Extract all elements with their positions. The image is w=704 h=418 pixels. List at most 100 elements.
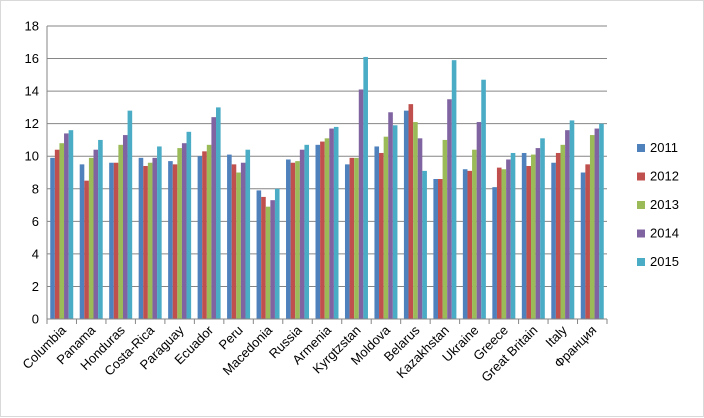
bar-2013-1 <box>88 157 94 319</box>
bar-2012-10 <box>349 157 355 319</box>
legend-label-2014: 2014 <box>650 226 679 241</box>
bar-2011-3 <box>138 157 144 319</box>
bar-2015-7 <box>274 188 280 319</box>
bar-2015-18 <box>599 123 604 319</box>
axes <box>46 26 608 324</box>
bar-2011-6 <box>227 154 232 319</box>
bar-2015-16 <box>540 138 545 319</box>
legend-swatch-2012 <box>637 172 645 181</box>
bar-2013-8 <box>295 161 300 319</box>
bar-2013-17 <box>560 144 566 319</box>
bar-2012-0 <box>54 149 60 319</box>
bar-2014-3 <box>152 157 158 319</box>
bar-2011-18 <box>580 172 586 319</box>
y-tick-label: 16 <box>25 51 39 66</box>
bar-2012-2 <box>113 162 119 319</box>
bar-2015-15 <box>510 152 516 319</box>
bar-2013-10 <box>354 157 359 319</box>
y-tick-label: 14 <box>25 84 39 99</box>
bar-2013-9 <box>324 138 330 319</box>
y-tick-label: 4 <box>32 246 39 261</box>
y-tick-label: 10 <box>25 149 39 164</box>
bar-2015-17 <box>569 120 575 319</box>
bar-2014-18 <box>594 128 600 319</box>
bar-2014-8 <box>299 149 305 319</box>
y-tick-label: 18 <box>25 19 39 34</box>
bar-2011-10 <box>344 164 350 319</box>
bar-2012-16 <box>526 165 532 319</box>
bar-2015-0 <box>68 130 74 319</box>
legend-label-2012: 2012 <box>650 169 679 184</box>
bar-2013-16 <box>531 154 536 319</box>
bar-2011-4 <box>168 161 173 319</box>
bar-2011-9 <box>315 144 321 319</box>
bar-2012-18 <box>585 164 590 319</box>
bar-2012-3 <box>143 165 148 319</box>
bar-2013-5 <box>206 144 212 319</box>
bar-2014-6 <box>240 162 246 319</box>
bar-2011-16 <box>521 152 527 319</box>
bar-2015-1 <box>98 139 103 319</box>
bar-2011-2 <box>109 162 114 319</box>
bar-2013-0 <box>59 143 65 319</box>
legend-swatch-2013 <box>637 201 645 209</box>
bar-2015-13 <box>451 60 457 320</box>
bar-2013-4 <box>177 148 182 319</box>
bar-2012-1 <box>84 180 89 319</box>
bar-2011-11 <box>374 146 380 319</box>
bar-2014-11 <box>388 112 393 320</box>
bar-2014-13 <box>447 99 452 319</box>
bar-2014-12 <box>417 138 423 319</box>
bar-2012-5 <box>202 151 207 319</box>
bar-2015-12 <box>422 170 427 319</box>
bar-2013-15 <box>501 169 507 319</box>
bar-2012-7 <box>261 196 266 319</box>
legend-swatch-2014 <box>637 229 645 238</box>
bar-2012-6 <box>231 164 237 319</box>
bar-2013-11 <box>383 136 389 319</box>
bar-2015-10 <box>363 56 368 320</box>
bar-2014-14 <box>476 122 482 319</box>
y-tick-label: 12 <box>25 116 39 131</box>
y-tick-label: 2 <box>32 279 39 294</box>
bar-2013-13 <box>442 139 448 319</box>
y-tick-label: 6 <box>32 214 39 229</box>
x-category-labels: ColumbiaPanamaHondurasCosta-RicaParaguay… <box>19 322 599 385</box>
bar-2011-13 <box>433 179 438 319</box>
bar-2014-5 <box>211 117 217 319</box>
bar-2014-4 <box>181 143 187 319</box>
bar-2015-11 <box>392 125 398 319</box>
bar-2012-13 <box>437 179 443 319</box>
bar-2014-17 <box>565 130 570 319</box>
bar-2014-0 <box>64 133 69 319</box>
legend-swatch-2011 <box>637 144 645 152</box>
bar-2012-14 <box>467 170 473 319</box>
bar-2013-3 <box>147 162 153 319</box>
bar-2013-12 <box>413 122 418 319</box>
bar-2015-3 <box>157 146 162 319</box>
bar-2012-12 <box>408 104 414 319</box>
legend-swatch-2015 <box>637 258 645 266</box>
legend-label-2013: 2013 <box>650 197 679 212</box>
bar-2013-2 <box>118 144 123 319</box>
bar-2012-11 <box>379 152 384 319</box>
bar-2014-2 <box>122 135 128 319</box>
bar-2013-14 <box>472 149 477 319</box>
bar-2014-9 <box>329 128 334 319</box>
bar-2015-14 <box>481 79 486 319</box>
bar-2012-4 <box>172 164 178 319</box>
legend-label-2011: 2011 <box>650 140 678 155</box>
bar-2014-1 <box>93 149 99 319</box>
bar-2011-17 <box>551 162 556 319</box>
bar-2011-15 <box>492 187 497 319</box>
bar-2014-10 <box>358 89 364 319</box>
bar-2014-7 <box>270 200 275 319</box>
bar-2014-15 <box>506 159 511 319</box>
bar-2012-8 <box>290 162 296 319</box>
bar-2013-6 <box>236 172 241 319</box>
bar-2012-15 <box>496 167 502 319</box>
bar-2015-4 <box>186 131 192 319</box>
bar-2015-6 <box>245 149 251 319</box>
